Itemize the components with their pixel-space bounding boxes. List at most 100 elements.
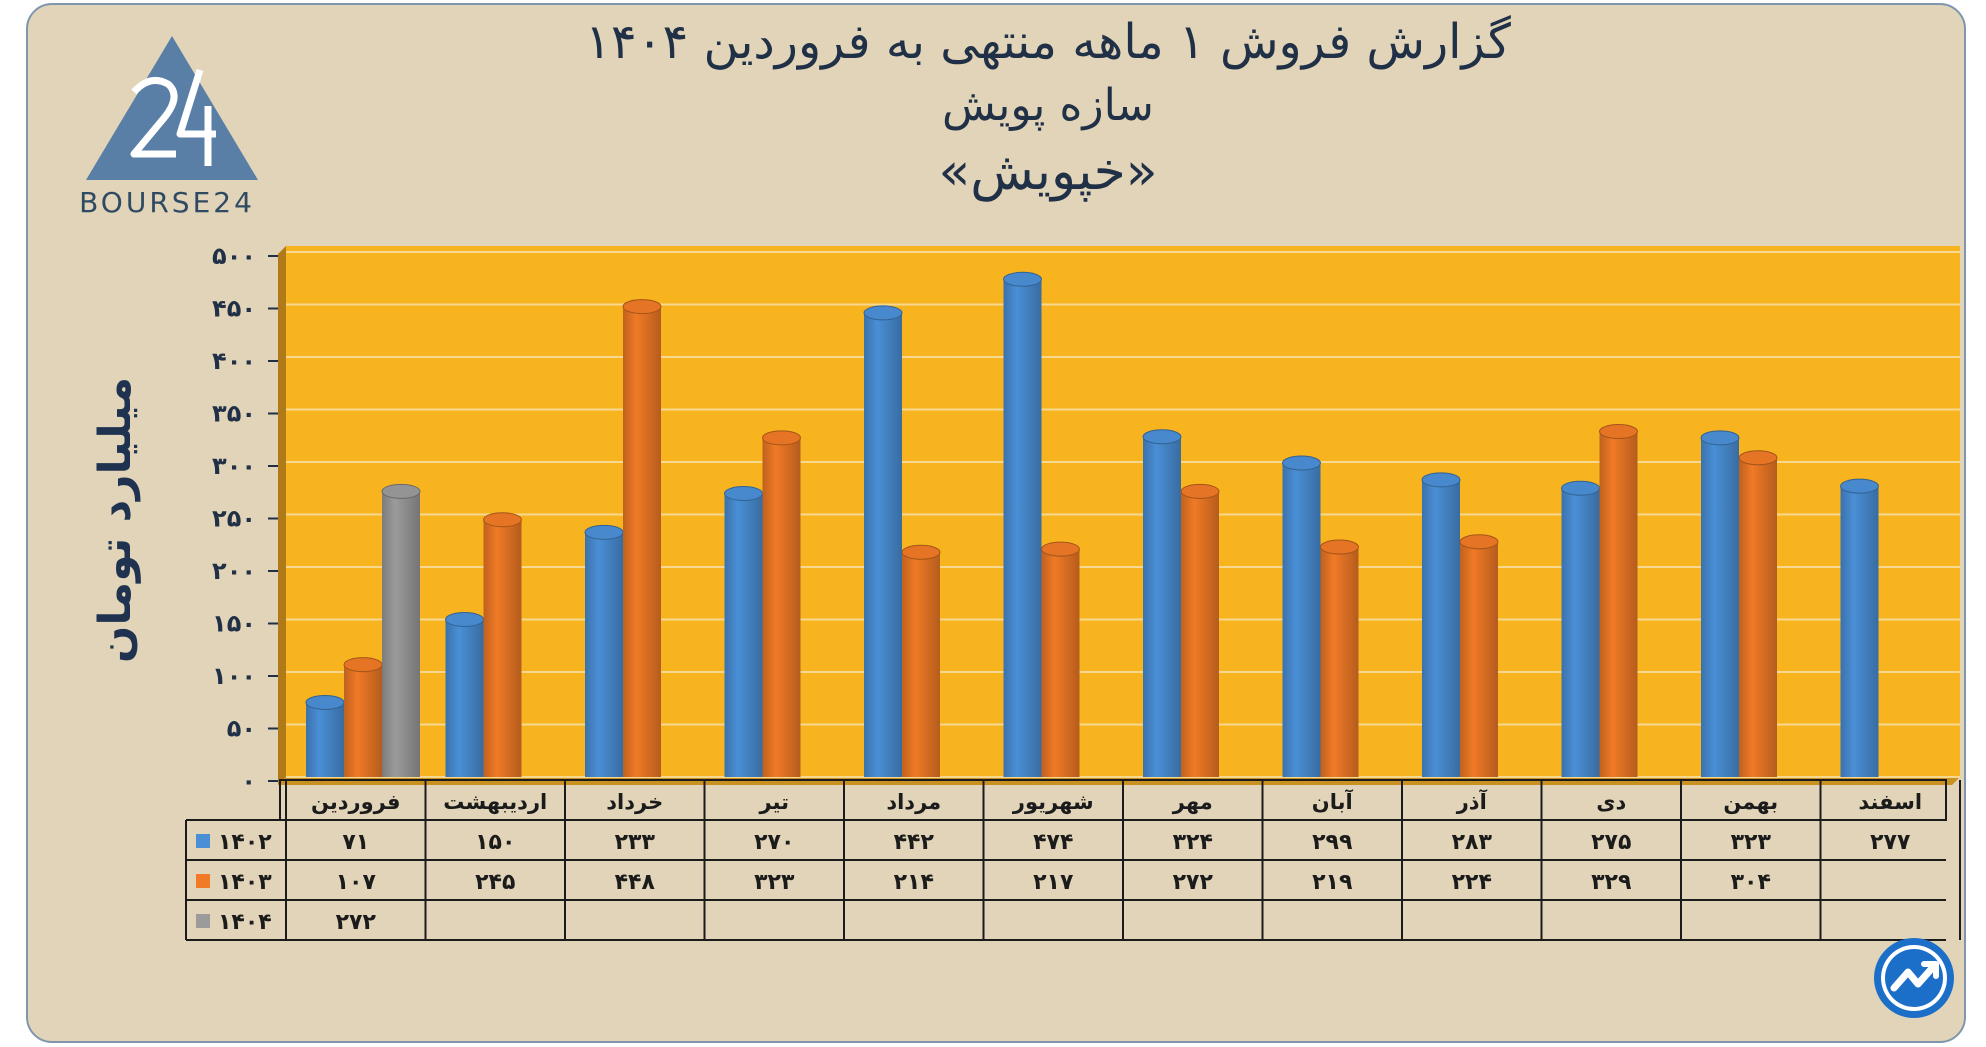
x-tick-label-10: بهمن — [1723, 790, 1778, 814]
bar-1-4-cap — [901, 544, 941, 560]
bar-1-1 — [483, 519, 522, 777]
ticker-symbol: «خپویش» — [938, 142, 1158, 202]
x-tick-label-8: آذر — [1456, 789, 1488, 814]
bar-1-7-cap — [1320, 539, 1359, 555]
y-tick-label: ۴۵۰ — [212, 295, 256, 323]
data-label-1-2: ۴۴۸ — [615, 870, 656, 895]
x-tick-label-6: مهر — [1172, 790, 1213, 814]
data-label-1-0: ۱۰۷ — [336, 870, 377, 895]
bar-0-0-cap — [305, 694, 345, 710]
bar-0-2 — [585, 532, 623, 777]
bar-0-8-cap — [1421, 472, 1461, 488]
data-label-1-7: ۲۱۹ — [1312, 870, 1352, 895]
data-label-1-8: ۲۲۴ — [1452, 870, 1492, 895]
bar-2-0-cap — [381, 483, 421, 499]
bar-0-8 — [1422, 479, 1460, 777]
bar-1-3-cap — [762, 430, 801, 446]
bar-1-2-cap — [622, 299, 662, 315]
x-tick-label-4: مرداد — [886, 790, 941, 814]
y-tick-label: ۵۰ — [227, 715, 256, 743]
y-tick-label: ۳۵۰ — [212, 400, 256, 428]
bar-0-1 — [445, 619, 484, 777]
data-label-0-3: ۲۷۰ — [754, 830, 794, 855]
bar-1-6-cap — [1180, 483, 1220, 499]
bar-1-9 — [1599, 431, 1638, 777]
bar-1-0 — [344, 664, 382, 777]
bar-1-2 — [623, 306, 661, 777]
x-tick-label-1: اردیبهشت — [443, 790, 547, 814]
bar-0-3-cap — [724, 486, 763, 501]
y-tick-label: ۴۰۰ — [212, 347, 256, 375]
legend-entry-2: ۱۴۰۴ — [218, 910, 272, 935]
x-tick-label-11: اسفند — [1858, 790, 1922, 814]
bar-1-0-cap — [343, 657, 383, 673]
bar-1-5-cap — [1041, 541, 1080, 557]
legend-key-2 — [196, 914, 210, 928]
bar-0-2-cap — [584, 524, 624, 540]
data-label-0-0: ۷۱ — [342, 830, 369, 855]
data-label-1-6: ۲۷۲ — [1173, 870, 1214, 895]
bar-0-3 — [724, 493, 763, 777]
bar-0-10 — [1701, 437, 1739, 777]
bar-1-8 — [1460, 541, 1498, 777]
bourse24-logo-icon — [86, 36, 258, 180]
bar-1-9-cap — [1599, 424, 1638, 440]
bar-1-6 — [1181, 491, 1219, 777]
data-label-0-4: ۴۴۲ — [894, 830, 935, 855]
bar-0-6 — [1143, 436, 1181, 777]
data-label-0-5: ۴۷۴ — [1033, 830, 1073, 855]
data-label-0-2: ۲۳۳ — [615, 830, 656, 855]
data-label-1-5: ۲۱۷ — [1033, 870, 1074, 895]
plot-area — [286, 246, 1960, 777]
bar-0-9-cap — [1561, 480, 1600, 496]
bar-0-10-cap — [1700, 430, 1740, 446]
company-name: سازه پویش — [942, 80, 1154, 131]
data-label-0-10: ۳۲۳ — [1731, 830, 1772, 855]
data-label-2-0: ۲۷۲ — [336, 910, 377, 935]
y-tick-label: ۰ — [241, 767, 256, 795]
x-tick-label-7: آبان — [1312, 789, 1354, 814]
bar-1-4 — [902, 552, 940, 777]
x-tick-label-2: خرداد — [606, 790, 663, 814]
bar-0-4-cap — [863, 305, 903, 321]
bar-1-10 — [1739, 457, 1777, 777]
x-tick-label-5: شهریور — [1012, 790, 1094, 814]
y-tick-label: ۱۵۰ — [212, 610, 256, 638]
bar-0-9 — [1561, 488, 1600, 777]
data-label-1-4: ۲۱۴ — [894, 870, 934, 895]
data-label-1-9: ۳۲۹ — [1591, 870, 1631, 895]
legend-entry-1: ۱۴۰۳ — [218, 870, 272, 895]
x-tick-label-0: فروردین — [311, 790, 401, 814]
bar-0-11 — [1840, 486, 1879, 777]
trend-arrow-icon — [1874, 938, 1954, 1018]
report-title: گزارش فروش ۱ ماهه منتهی به فروردین ۱۴۰۴ — [585, 14, 1511, 70]
bar-0-5 — [1003, 279, 1042, 777]
bar-1-3 — [762, 437, 801, 777]
data-label-1-10: ۳۰۴ — [1731, 870, 1771, 895]
x-tick-label-3: تیر — [758, 790, 789, 814]
bar-1-7 — [1320, 547, 1359, 777]
y-tick-label: ۲۵۰ — [212, 505, 256, 533]
data-label-0-8: ۲۸۳ — [1452, 830, 1493, 855]
data-label-0-6: ۳۲۴ — [1173, 830, 1213, 855]
bar-0-1-cap — [445, 612, 484, 627]
data-label-0-11: ۲۷۷ — [1870, 830, 1911, 855]
bar-2-0 — [382, 491, 420, 777]
bar-1-10-cap — [1738, 450, 1778, 466]
bar-0-6-cap — [1142, 429, 1182, 445]
logo-text: BOURSE24 — [79, 186, 255, 219]
bar-0-11-cap — [1840, 478, 1879, 494]
data-label-0-9: ۲۷۵ — [1591, 830, 1631, 855]
data-label-1-1: ۲۴۵ — [475, 870, 515, 895]
x-tick-label-9: دی — [1596, 790, 1626, 814]
bar-1-1-cap — [483, 512, 522, 528]
y-tick-label: ۲۰۰ — [212, 557, 256, 585]
bar-0-4 — [864, 312, 902, 777]
data-label-0-7: ۲۹۹ — [1312, 830, 1352, 855]
legend-key-0 — [196, 834, 210, 848]
bar-0-5-cap — [1003, 271, 1042, 287]
bar-1-5 — [1041, 549, 1080, 777]
y-tick-label: ۱۰۰ — [212, 662, 256, 690]
y-tick-label: ۳۰۰ — [212, 452, 256, 480]
